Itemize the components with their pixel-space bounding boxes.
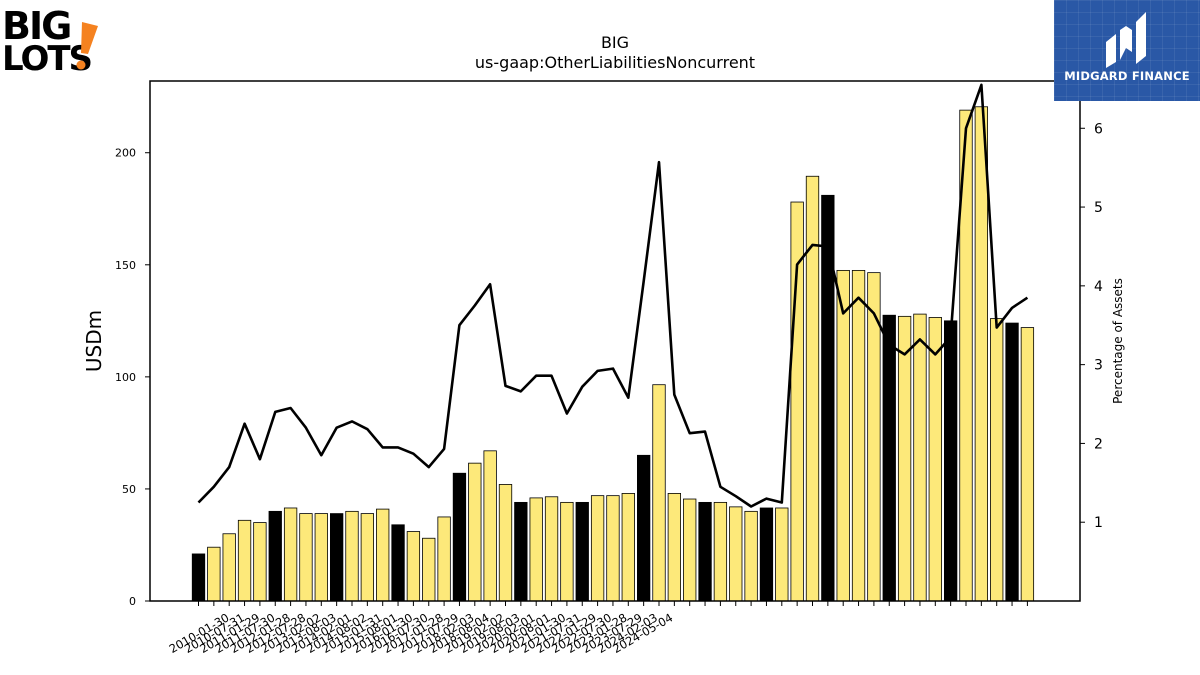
chart-title: BIG <box>601 33 629 52</box>
bar <box>652 384 666 602</box>
bar <box>1020 327 1035 602</box>
bar <box>253 522 267 602</box>
bar <box>805 175 820 602</box>
bar <box>821 194 835 602</box>
bar <box>698 501 712 602</box>
line-series <box>197 83 1029 508</box>
bar <box>468 462 482 602</box>
bar <box>667 493 681 602</box>
bar <box>498 484 513 602</box>
bar <box>544 496 559 602</box>
bar <box>422 537 436 602</box>
bar <box>514 501 528 602</box>
bar <box>836 269 850 602</box>
y-right-tick-label: 2 <box>1094 436 1103 452</box>
bar <box>483 450 497 602</box>
y-right-tick-label: 3 <box>1094 358 1103 374</box>
chart-subtitle: us-gaap:OtherLiabilitiesNoncurrent <box>475 53 755 72</box>
bar <box>575 501 589 602</box>
y-right-tick-label: 4 <box>1094 279 1103 295</box>
bar <box>897 315 912 602</box>
bar <box>207 546 221 602</box>
bar <box>391 524 405 602</box>
bar <box>345 510 359 602</box>
midgard-finance-logo: MIDGARD FINANCE <box>1054 0 1200 101</box>
bar-series <box>191 106 1035 602</box>
bar <box>913 313 927 602</box>
y-right-tick-label: 5 <box>1094 200 1103 216</box>
bar <box>744 510 758 602</box>
bar <box>944 320 958 602</box>
bar <box>606 495 620 602</box>
axes: 0501001502001234562010-01-302010-07-3120… <box>115 80 1103 656</box>
bar <box>974 106 988 602</box>
svg-text:LOTS: LOTS <box>2 39 91 74</box>
bar <box>790 201 804 602</box>
bar <box>299 513 313 602</box>
bar <box>437 516 451 602</box>
y-tick-label: 0 <box>129 595 136 608</box>
y-axis-label: USDm <box>82 310 106 372</box>
y-right-tick-label: 1 <box>1094 515 1103 531</box>
bar <box>329 513 344 602</box>
bar <box>729 506 743 602</box>
y-tick-label: 200 <box>115 147 136 160</box>
bar <box>683 498 697 602</box>
bar <box>283 507 298 602</box>
bar <box>590 495 605 602</box>
bar <box>237 519 252 602</box>
bar <box>637 454 651 602</box>
bar <box>759 507 774 602</box>
line-series-path <box>197 83 1029 508</box>
bar <box>851 269 866 602</box>
bar <box>529 497 543 602</box>
bar <box>376 508 390 602</box>
bar <box>1005 322 1019 602</box>
bar <box>314 513 328 602</box>
y-axis-right-label: Percentage of Assets <box>1111 278 1125 404</box>
big-lots-logo: BIG LOTS <box>2 4 102 79</box>
bar <box>268 510 282 602</box>
bar <box>928 317 942 602</box>
bar <box>452 472 467 602</box>
midgard-mark-icon <box>1106 12 1146 68</box>
bar <box>191 553 206 602</box>
bar <box>990 318 1004 602</box>
bar <box>882 314 896 602</box>
bar <box>775 507 789 602</box>
y-right-tick-label: 6 <box>1094 121 1103 137</box>
bar <box>360 513 375 602</box>
bar <box>621 493 635 602</box>
y-tick-label: 100 <box>115 371 136 384</box>
bar <box>406 531 421 602</box>
midgard-brand-text: MIDGARD FINANCE <box>1064 69 1190 83</box>
bar <box>713 501 728 602</box>
y-tick-label: 50 <box>122 483 136 496</box>
svg-text:BIG: BIG <box>2 4 70 48</box>
bar <box>222 533 236 602</box>
plot-frame <box>149 80 1081 602</box>
bar <box>560 501 574 602</box>
y-tick-label: 150 <box>115 259 136 272</box>
